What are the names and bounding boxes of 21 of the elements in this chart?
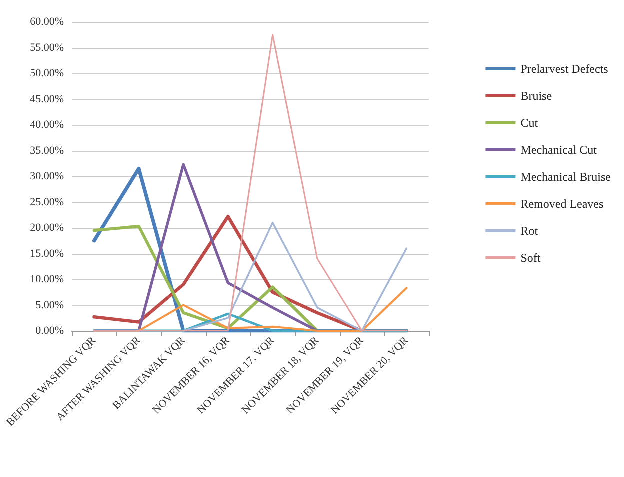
- legend-label: Mechanical Bruise: [520, 170, 612, 184]
- y-tick-label: 25.00%: [30, 196, 64, 208]
- y-tick-label: 20.00%: [30, 222, 64, 234]
- y-tick-label: 5.00%: [36, 299, 64, 312]
- y-tick-label: 40.00%: [30, 119, 64, 131]
- legend-label: Prelarvest Defects: [520, 62, 609, 76]
- y-tick-label: 35.00%: [30, 144, 64, 157]
- legend-label: Removed Leaves: [520, 197, 604, 211]
- legend-label: Mechanical Cut: [520, 143, 598, 157]
- y-tick-label: 60.00%: [30, 16, 64, 28]
- y-tick-label: 10.00%: [30, 274, 64, 286]
- y-tick-label: 0.00%: [36, 325, 64, 337]
- legend-label: Rot: [520, 224, 539, 238]
- y-tick-label: 55.00%: [30, 42, 64, 54]
- y-tick-label: 45.00%: [30, 93, 64, 106]
- y-tick-label: 15.00%: [30, 248, 64, 260]
- legend-label: Soft: [520, 251, 542, 265]
- legend-label: Cut: [520, 116, 539, 130]
- y-tick-label: 30.00%: [30, 170, 64, 182]
- y-tick-label: 50.00%: [30, 68, 64, 80]
- legend-label: Bruise: [520, 89, 552, 103]
